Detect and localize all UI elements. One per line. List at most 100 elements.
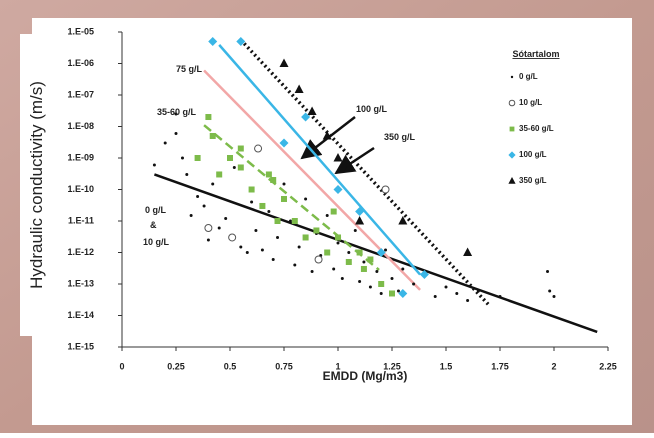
point [185,172,189,176]
point [344,162,354,171]
point [227,155,233,161]
y-tick-label: 1.E-15 [67,341,94,351]
point [217,226,221,230]
point [466,298,470,302]
point [239,245,243,249]
point [330,208,337,215]
x-tick-label: 2 [551,361,556,371]
point [398,216,408,225]
point [389,290,395,297]
point [204,223,213,232]
point [419,270,429,280]
point [279,138,289,148]
panel-tab [20,34,34,336]
point [254,228,258,232]
legend-label: 35-60 g/L [519,124,554,133]
point [194,155,201,161]
y-tick-label: 1.E-06 [67,58,94,68]
legend-title: Sótartalom [512,49,559,59]
legend-label: 350 g/L [519,176,547,185]
point [279,58,289,67]
x-tick-label: 0 [119,361,124,371]
point [398,288,408,298]
point [189,213,193,217]
trendline [218,44,422,276]
point [174,131,178,135]
point [304,197,308,201]
point [345,258,352,265]
point [375,269,379,273]
point [390,276,394,280]
point [270,177,277,184]
point [368,285,372,289]
point [259,202,266,209]
x-axis-label: EMDD (Mg/m3) [323,369,408,383]
point [333,185,343,194]
point [174,112,178,116]
legend-label: 100 g/L [519,150,547,159]
trendline [239,38,491,307]
point [379,291,383,295]
point [476,289,480,293]
annotation: 35-60 g/L [157,107,197,117]
point [340,276,344,280]
point [236,36,246,46]
annotation: 0 g/L [145,205,167,215]
point [282,182,286,186]
point [546,269,550,273]
y-tick-label: 1.E-10 [67,184,94,194]
point [216,171,223,178]
point [205,114,212,121]
point [248,186,255,193]
legend-marker [510,75,514,79]
point [376,248,386,257]
point [332,267,336,271]
y-tick-label: 1.E-07 [67,89,94,99]
point [288,219,292,223]
point [180,156,184,160]
point [384,248,388,252]
legend-marker [508,151,516,159]
y-tick-label: 1.E-09 [67,152,94,162]
y-tick-label: 1.E-12 [67,247,94,257]
y-tick-label: 1.E-11 [68,215,94,225]
point [347,251,351,254]
point [293,263,297,267]
point [307,106,317,115]
point [378,281,385,287]
point [228,233,237,242]
point [310,269,314,273]
point [265,171,272,178]
point [455,291,459,295]
point [335,234,341,241]
point [152,163,156,167]
point [356,249,363,256]
point [208,36,218,46]
point [163,141,167,145]
point [324,249,331,256]
x-tick-label: 1.25 [383,361,401,371]
point [498,295,502,299]
point [206,238,210,242]
legend-label: 10 g/L [519,98,542,107]
point [260,248,264,252]
point [237,145,244,152]
point [444,285,448,289]
point [412,282,416,286]
legend-marker [508,177,516,184]
trendline [203,124,380,271]
legend-marker [509,126,515,132]
x-tick-label: 0.25 [167,361,185,371]
annotation: 10 g/L [143,237,170,247]
point [548,289,552,293]
point [281,195,287,202]
point [250,200,254,204]
trendline [153,173,598,334]
y-tick-label: 1.E-05 [67,26,94,36]
point [314,255,323,264]
x-tick-label: 1 [335,361,340,371]
point [274,218,281,224]
annotation: 75 g/L [176,64,203,74]
annotation: 350 g/L [384,132,416,142]
annotation: & [150,220,157,230]
